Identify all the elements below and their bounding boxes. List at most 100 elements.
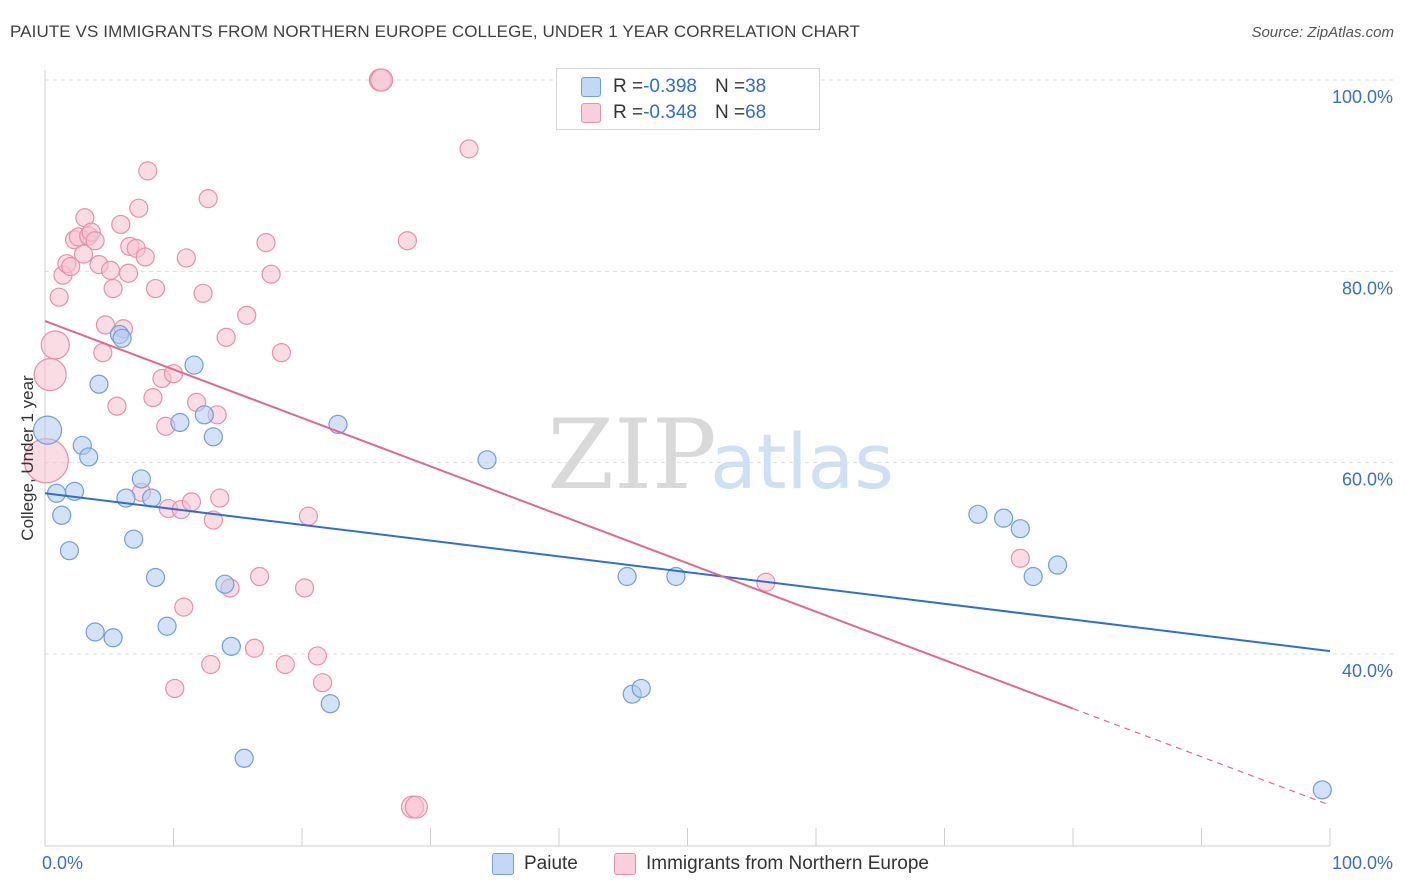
immigrants-point (275, 654, 295, 675)
immigrants-point (261, 264, 281, 284)
immigrants-trend-line (44, 320, 1074, 710)
gridlines (45, 79, 1394, 655)
paiute-point (215, 574, 235, 594)
immigrants-point (459, 139, 479, 159)
immigrants-point (103, 278, 123, 299)
paiute-legend-label: Paiute (524, 853, 578, 874)
immigrants-point (256, 233, 276, 253)
immigrants-point (135, 247, 155, 267)
immigrants-point (118, 263, 139, 283)
r-value-immigrants: -0.348 (643, 102, 697, 123)
watermark-atlas: atlas (710, 417, 894, 506)
paiute-point (103, 628, 123, 648)
source-credit: Source: ZipAtlas.com (1251, 24, 1394, 41)
n-value-paiute: 38 (745, 76, 767, 97)
r-label: R = (613, 76, 644, 97)
paiute-point (145, 567, 166, 588)
watermark: ZIP atlas (547, 399, 893, 511)
paiute-swatch (581, 77, 601, 97)
legend-row-paiute: R = -0.398 N = 38 (581, 74, 766, 100)
n-label: N = (714, 102, 746, 123)
legend-item-immigrants[interactable]: Immigrants from Northern Europe (614, 850, 929, 878)
paiute-point (170, 412, 190, 433)
immigrants-trend-extension (1072, 707, 1331, 806)
paiute-trend-line (44, 492, 1331, 653)
immigrants-point (93, 343, 113, 363)
immigrants-point (165, 678, 185, 699)
paiute-point (631, 678, 651, 699)
paiute-point (320, 694, 340, 714)
immigrants-legend-swatch (614, 853, 636, 875)
n-value-immigrants: 68 (745, 102, 767, 123)
immigrants-point (249, 566, 270, 587)
immigrants-point (307, 646, 328, 666)
immigrants-point (193, 283, 213, 303)
paiute-point (79, 447, 99, 467)
immigrants-legend-label: Immigrants from Northern Europe (646, 853, 929, 874)
axes (44, 70, 1331, 847)
paiute-point (112, 328, 132, 348)
paiute-point (234, 748, 254, 768)
watermark-zip: ZIP (547, 399, 716, 511)
immigrants-point (138, 161, 158, 181)
immigrants-point (73, 244, 94, 264)
correlation-legend: R = -0.398 N = 38 R = -0.348 N = 68 (556, 68, 820, 130)
immigrants-point (100, 260, 121, 280)
trend-lines (44, 320, 1331, 806)
tick-labels: 40.0% 60.0% 80.0% 100.0% 0.0% 100.0% (42, 87, 1393, 873)
paiute-point (617, 566, 637, 587)
paiute-point (203, 427, 223, 447)
paiute-point (85, 622, 105, 642)
r-value-paiute: -0.398 (643, 76, 697, 97)
paiute-point (142, 488, 162, 508)
paiute-point (59, 541, 80, 561)
immigrants-point (312, 673, 333, 693)
y-tick-label: 40.0% (1342, 661, 1393, 681)
paiute-point (968, 504, 988, 524)
immigrants-point (145, 278, 166, 299)
paiute-point (477, 450, 497, 470)
paiute-points (32, 324, 1332, 800)
paiute-point (157, 616, 177, 636)
n-label: N = (714, 76, 746, 97)
paiute-point (184, 355, 204, 375)
paiute-point (32, 415, 63, 445)
paiute-point (1010, 519, 1030, 539)
paiute-point (221, 636, 241, 656)
paiute-point (1023, 566, 1043, 587)
paiute-point (131, 469, 151, 489)
r-label: R = (613, 102, 644, 123)
immigrants-point (129, 198, 149, 218)
immigrants-point (85, 231, 105, 251)
paiute-point (52, 505, 72, 525)
immigrants-point (216, 327, 236, 347)
legend-item-paiute[interactable]: Paiute (492, 850, 578, 878)
immigrants-point (40, 330, 70, 360)
paiute-point (124, 529, 144, 549)
immigrants-point (201, 654, 221, 675)
immigrants-point (111, 214, 131, 235)
immigrants-point (1010, 548, 1030, 568)
immigrants-point (95, 315, 115, 335)
paiute-point (194, 405, 214, 425)
immigrants-point (203, 510, 223, 530)
immigrants-point (370, 68, 394, 92)
y-tick-label: 100.0% (1332, 87, 1393, 107)
immigrants-point (143, 388, 163, 408)
paiute-point (1047, 555, 1068, 575)
x-tick-label-min: 0.0% (42, 853, 83, 873)
y-axis-label: College, Under 1 year (18, 375, 37, 541)
immigrants-point (237, 305, 257, 325)
immigrants-point (210, 488, 230, 508)
chart-title: PAIUTE VS IMMIGRANTS FROM NORTHERN EUROP… (10, 22, 861, 41)
y-tick-label: 80.0% (1342, 278, 1393, 298)
y-tick-label: 60.0% (1342, 470, 1393, 490)
immigrants-point (49, 287, 69, 307)
immigrants-point (176, 248, 196, 268)
immigrants-point (107, 396, 127, 416)
immigrants-point (294, 578, 315, 598)
paiute-point (994, 508, 1014, 528)
immigrants-point (61, 256, 81, 277)
paiute-point (1312, 780, 1332, 800)
